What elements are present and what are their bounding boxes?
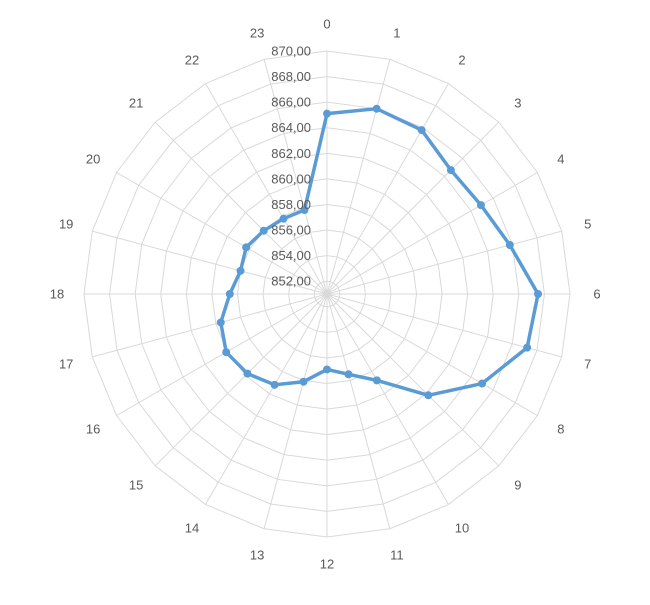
grid-spoke (116, 172, 328, 295)
category-label-16: 16 (86, 422, 100, 437)
grid-spoke (326, 121, 500, 295)
category-label-18: 18 (50, 287, 64, 302)
data-point-15[interactable] (243, 369, 252, 378)
category-label-4: 4 (557, 152, 564, 167)
data-point-1[interactable] (372, 104, 381, 113)
data-point-7[interactable] (523, 343, 532, 352)
tick-label: 868,00 (271, 69, 311, 84)
data-point-12[interactable] (323, 365, 331, 374)
category-label-14: 14 (185, 520, 199, 535)
grid-spoke (326, 172, 538, 295)
tick-label: 870,00 (271, 44, 311, 59)
data-point-17[interactable] (216, 318, 225, 327)
data-point-0[interactable] (323, 109, 331, 118)
category-label-10: 10 (455, 520, 469, 535)
grid-spoke (154, 121, 328, 295)
grid-spoke (326, 59, 391, 295)
category-label-12: 12 (320, 557, 334, 572)
data-point-11[interactable] (344, 370, 353, 379)
tick-label: 858,00 (271, 197, 311, 212)
category-label-21: 21 (129, 96, 143, 111)
data-point-3[interactable] (446, 166, 455, 175)
grid-spoke (326, 83, 449, 295)
series-layer (216, 104, 543, 400)
category-label-3: 3 (514, 96, 521, 111)
grid-spoke (263, 293, 328, 529)
data-point-13[interactable] (299, 377, 308, 386)
data-point-19[interactable] (236, 266, 245, 275)
category-label-23: 23 (250, 26, 264, 41)
category-label-2: 2 (458, 53, 465, 68)
category-label-22: 22 (185, 53, 199, 68)
data-point-5[interactable] (505, 241, 514, 250)
tick-label: 854,00 (271, 248, 311, 263)
data-point-10[interactable] (372, 376, 381, 385)
data-point-8[interactable] (478, 379, 487, 388)
category-label-13: 13 (250, 547, 264, 562)
data-point-4[interactable] (476, 201, 485, 210)
grid-spoke (326, 293, 562, 358)
category-label-20: 20 (86, 152, 100, 167)
category-label-9: 9 (514, 477, 521, 492)
tick-label: 866,00 (271, 95, 311, 110)
category-label-6: 6 (593, 287, 600, 302)
data-point-21[interactable] (259, 226, 268, 235)
grid-spoke (154, 293, 328, 467)
grid-spoke (116, 293, 328, 416)
data-point-20[interactable] (242, 243, 251, 252)
tick-label: 852,00 (271, 274, 311, 289)
data-point-22[interactable] (279, 214, 288, 223)
category-label-17: 17 (59, 356, 73, 371)
grid-spoke (326, 293, 500, 467)
category-label-1: 1 (393, 26, 400, 41)
category-label-19: 19 (59, 217, 73, 232)
category-label-0: 0 (323, 17, 330, 32)
data-point-18[interactable] (225, 290, 234, 298)
tick-label: 860,00 (271, 171, 311, 186)
grid-spoke (326, 230, 562, 295)
grid-spoke (263, 59, 328, 295)
data-point-16[interactable] (222, 348, 231, 357)
data-point-14[interactable] (270, 380, 279, 389)
data-point-9[interactable] (424, 391, 433, 400)
grid-spoke (326, 293, 538, 416)
category-label-11: 11 (390, 547, 404, 562)
data-point-23[interactable] (300, 205, 309, 214)
grid-spoke (205, 293, 328, 505)
spoke-layer (84, 51, 570, 537)
category-label-15: 15 (129, 477, 143, 492)
grid-spoke (326, 293, 449, 505)
tick-label-layer: 852,00 854,00 856,00 858,00 860,00 862,00 864,… (271, 44, 311, 289)
data-point-6[interactable] (534, 290, 543, 298)
tick-label: 864,00 (271, 120, 311, 135)
category-label-8: 8 (557, 422, 564, 437)
grid-spoke (326, 293, 391, 529)
data-point-2[interactable] (417, 126, 426, 135)
tick-label: 862,00 (271, 146, 311, 161)
grid-spoke (92, 293, 328, 358)
grid-spoke (92, 230, 328, 295)
category-label-7: 7 (584, 356, 591, 371)
category-label-5: 5 (584, 217, 591, 232)
tick-label: 856,00 (271, 223, 311, 238)
grid-spoke (205, 83, 328, 295)
